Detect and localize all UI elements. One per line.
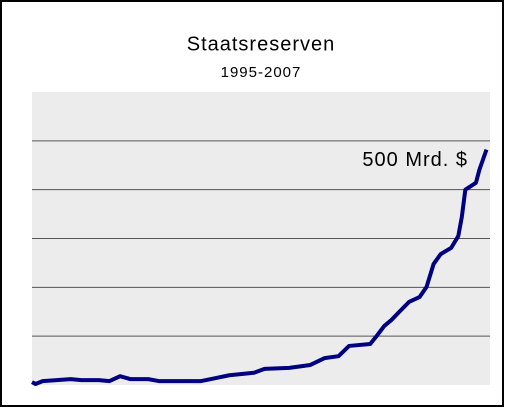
data-line — [31, 148, 489, 387]
annotation: 500 Mrd. $ — [362, 149, 468, 171]
chart-title: Staatsreserven — [187, 33, 336, 55]
chart-subtitle: 1995-2007 — [221, 64, 302, 81]
